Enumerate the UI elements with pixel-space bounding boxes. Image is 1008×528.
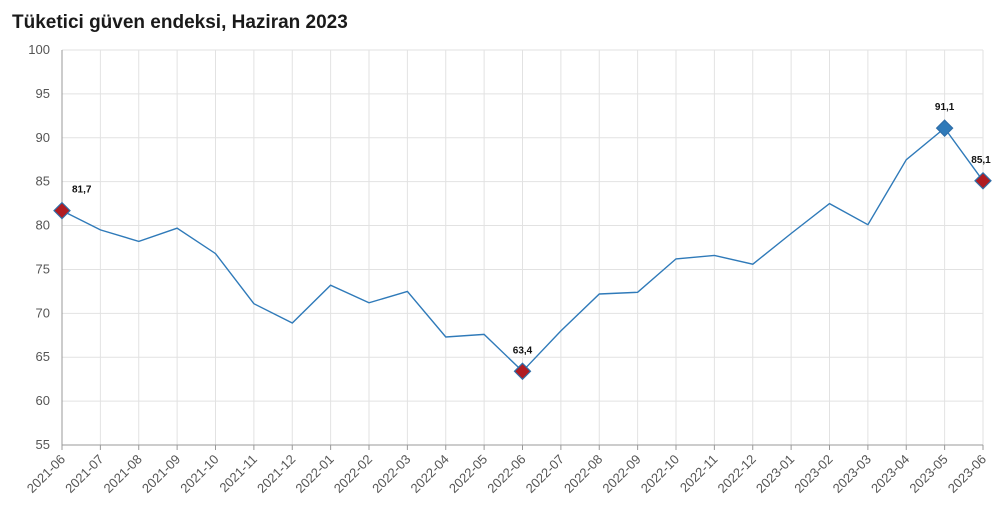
x-tick-label: 2022-02 <box>331 452 375 496</box>
x-tick-label: 2022-10 <box>638 452 682 496</box>
y-tick-label: 75 <box>36 261 50 276</box>
x-tick-label: 2022-05 <box>446 452 490 496</box>
data-point-marker <box>53 201 71 220</box>
x-tick-label: 2021-06 <box>24 452 68 496</box>
y-tick-label: 95 <box>36 86 50 101</box>
x-tick-label: 2023-05 <box>906 452 950 496</box>
data-label: 85,1 <box>971 155 991 166</box>
x-tick-label: 2022-06 <box>484 452 528 496</box>
x-tick-label: 2022-01 <box>292 452 336 496</box>
y-tick-label: 80 <box>36 218 50 233</box>
x-tick-label: 2023-03 <box>830 452 874 496</box>
y-tick-label: 85 <box>36 174 50 189</box>
x-tick-label: 2022-11 <box>677 452 721 496</box>
x-tick-label: 2022-04 <box>408 452 452 496</box>
y-tick-label: 70 <box>36 305 50 320</box>
x-tick-label: 2021-12 <box>254 452 298 496</box>
y-tick-label: 100 <box>28 42 50 57</box>
x-tick-label: 2023-04 <box>868 452 912 496</box>
x-tick-label: 2022-08 <box>561 452 605 496</box>
x-tick-label: 2021-09 <box>139 452 183 496</box>
chart-title: Tüketici güven endeksi, Haziran 2023 <box>12 12 348 33</box>
x-tick-label: 2022-09 <box>599 452 643 496</box>
x-tick-label: 2021-07 <box>62 452 106 496</box>
y-tick-label: 65 <box>36 349 50 364</box>
x-tick-label: 2021-10 <box>177 452 221 496</box>
x-tick-label: 2021-11 <box>216 452 260 496</box>
data-label: 63,4 <box>513 345 533 356</box>
x-tick-label: 2023-06 <box>945 452 989 496</box>
x-tick-label: 2023-02 <box>791 452 835 496</box>
x-tick-label: 2021-08 <box>101 452 145 496</box>
y-tick-label: 55 <box>36 437 50 452</box>
y-tick-label: 60 <box>36 393 50 408</box>
data-point-marker <box>935 119 954 137</box>
data-label: 91,1 <box>935 102 955 113</box>
x-tick-label: 2022-03 <box>369 452 413 496</box>
data-point-marker <box>974 171 992 190</box>
x-tick-label: 2022-12 <box>715 452 759 496</box>
y-tick-label: 90 <box>36 130 50 145</box>
x-tick-label: 2022-07 <box>523 452 567 496</box>
data-point-marker <box>513 362 532 381</box>
data-label: 81,7 <box>72 185 92 196</box>
x-tick-label: 2023-01 <box>753 452 797 496</box>
